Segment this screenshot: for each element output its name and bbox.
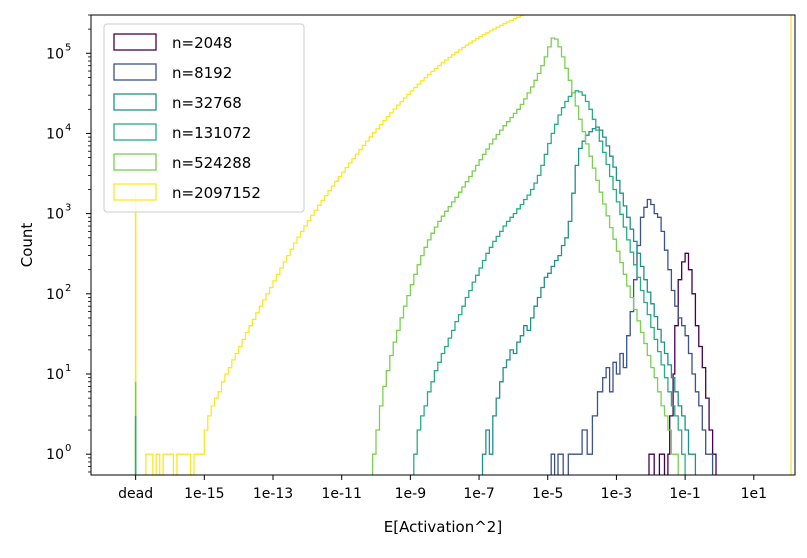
x-axis: dead 1e-15 1e-13 1e-11 1e-9 1e-7 1e-5 1e-3 1e-1 1… xyxy=(118,475,767,502)
y-tick-exponent: 3 xyxy=(65,203,71,214)
y-tick-label: 10 xyxy=(46,207,64,223)
legend-swatch xyxy=(113,33,157,51)
legend-swatch xyxy=(113,123,157,141)
legend-label: n=32768 xyxy=(172,94,242,112)
y-tick-exponent: 4 xyxy=(65,122,71,133)
legend-label: n=131072 xyxy=(172,124,251,142)
histogram-series-4 xyxy=(413,90,686,475)
y-axis-label: Count xyxy=(18,223,36,268)
x-tick-label: 1e-1 xyxy=(669,486,700,502)
legend: n=2048 n=8192 n=32768 n=131072 n=524288 n=209… xyxy=(103,23,305,213)
x-tick-label: dead xyxy=(118,486,153,502)
y-tick-label: 10 xyxy=(46,287,64,303)
x-tick-label: 1e1 xyxy=(741,486,767,502)
x-tick-label: 1e-11 xyxy=(321,486,361,502)
legend-swatch xyxy=(113,183,157,201)
y-tick-exponent: 5 xyxy=(65,42,71,53)
x-tick-label: 1e-5 xyxy=(532,486,563,502)
histogram-series-6 xyxy=(145,15,792,475)
y-tick-label: 10 xyxy=(46,126,64,142)
x-tick-label: 1e-3 xyxy=(601,486,632,502)
x-tick-label: 1e-9 xyxy=(395,486,426,502)
legend-label: n=524288 xyxy=(172,154,251,172)
y-tick-label: 10 xyxy=(46,46,64,62)
histogram-series-3 xyxy=(481,126,697,475)
x-tick-label: 1e-7 xyxy=(463,486,494,502)
y-tick-exponent: 2 xyxy=(65,283,71,294)
histogram-series-2 xyxy=(550,198,714,475)
y-tick-exponent: 0 xyxy=(65,443,71,454)
legend-label: n=2097152 xyxy=(172,184,261,202)
legend-swatch xyxy=(113,63,157,81)
legend-label: n=2048 xyxy=(172,34,232,52)
legend-swatch xyxy=(113,93,157,111)
histogram-series-1 xyxy=(648,252,717,475)
y-tick-label: 10 xyxy=(46,447,64,463)
x-tick-label: 1e-15 xyxy=(184,486,224,502)
legend-swatch xyxy=(113,153,157,171)
x-tick-label: 1e-13 xyxy=(253,486,293,502)
y-tick-label: 10 xyxy=(46,367,64,383)
histogram-series-5 xyxy=(371,37,679,475)
plot-frame xyxy=(90,14,796,476)
legend-box xyxy=(103,23,305,213)
plot-series xyxy=(134,15,792,475)
legend-label: n=8192 xyxy=(172,64,232,82)
y-tick-exponent: 1 xyxy=(65,363,71,374)
x-axis-label: E[Activation^2] xyxy=(384,518,502,536)
